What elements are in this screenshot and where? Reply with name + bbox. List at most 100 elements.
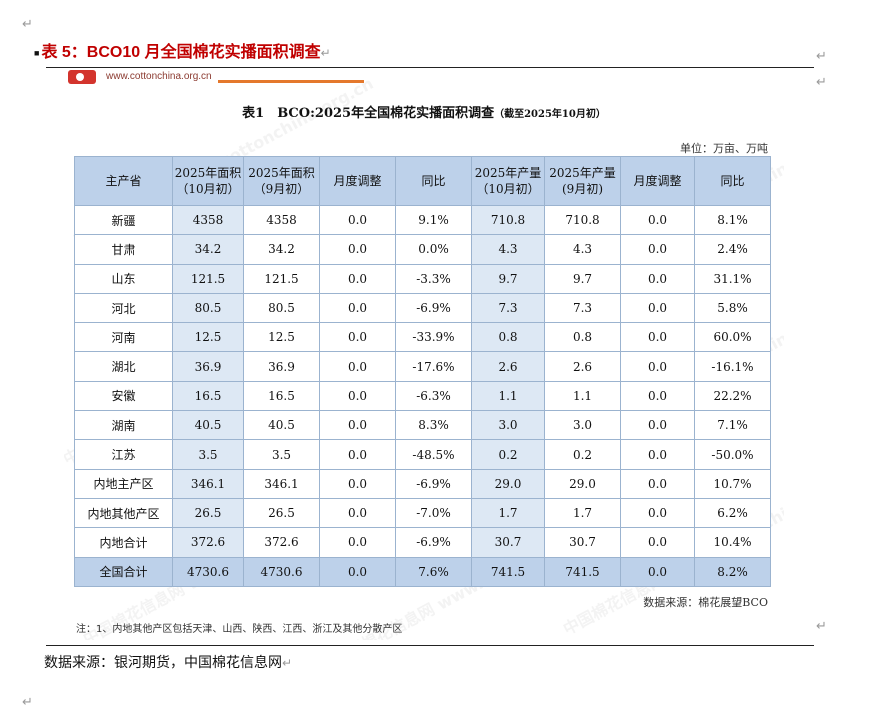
value-cell: 8.3%	[395, 410, 472, 441]
document-source-text: 数据来源：银河期货，中国棉花信息网	[44, 655, 282, 671]
value-cell: 10.7%	[694, 468, 771, 499]
value-cell: 9.7	[544, 263, 621, 294]
value-cell: 34.2	[243, 234, 320, 265]
table-row: 全国合计 4730.6 4730.6 0.0 7.6% 741.5 741.5 0.0 8.2%	[74, 556, 771, 587]
paragraph-mark: ↵	[320, 46, 331, 61]
site-header: www.cottonchina.org.cn	[68, 70, 364, 90]
value-cell: 12.5	[172, 322, 244, 353]
value-cell: 0.0	[620, 556, 695, 587]
value-cell: 26.5	[172, 497, 244, 529]
table-row: 河南 12.5 12.5 0.0 -33.9% 0.8 0.8 0.0 60.0%	[74, 322, 771, 353]
value-cell: 1.7	[544, 497, 621, 529]
value-cell: -7.0%	[395, 497, 472, 529]
paragraph-mark: ↵	[816, 619, 827, 634]
value-cell: 31.1%	[694, 263, 771, 294]
value-cell: 9.7	[471, 263, 545, 294]
bullet-icon: ■	[34, 48, 40, 58]
value-cell: 2.4%	[694, 234, 771, 265]
value-cell: 1.7	[471, 497, 545, 529]
value-cell: 0.0	[620, 204, 695, 236]
region-cell: 湖北	[74, 351, 173, 382]
value-cell: 4358	[172, 204, 244, 236]
region-cell: 全国合计	[74, 556, 173, 587]
value-cell: 29.0	[544, 468, 621, 499]
value-cell: -6.9%	[395, 527, 472, 558]
value-cell: 22.2%	[694, 380, 771, 412]
table-footnote: 注：1、内地其他产区包括天津、山西、陕西、江西、浙江及其他分散产区	[76, 624, 403, 635]
value-cell: 3.0	[544, 410, 621, 441]
paragraph-mark: ↵	[282, 656, 293, 670]
planting-area-table: 主产省 2025年面积（10月初） 2025年面积（9月初） 月度调整 同比 2…	[74, 156, 771, 587]
value-cell: 80.5	[243, 292, 320, 324]
heading-text: 表 5：BCO10 月全国棉花实播面积调查	[41, 44, 321, 62]
table-row: 山东 121.5 121.5 0.0 -3.3% 9.7 9.7 0.0 31.1%	[74, 263, 771, 294]
document-source-line: 数据来源：银河期货，中国棉花信息网↵	[44, 652, 292, 672]
value-cell: 0.0	[620, 439, 695, 470]
value-cell: 0.0	[319, 410, 396, 441]
unit-note: 单位：万亩、万吨	[680, 142, 768, 155]
value-cell: 30.7	[544, 527, 621, 558]
value-cell: 0.0	[620, 410, 695, 441]
value-cell: -6.9%	[395, 468, 472, 499]
value-cell: -17.6%	[395, 351, 472, 382]
value-cell: 0.2	[471, 439, 545, 470]
region-cell: 河南	[74, 322, 173, 353]
paragraph-mark: ↵	[22, 17, 33, 32]
value-cell: 3.5	[243, 439, 320, 470]
table-row: 河北 80.5 80.5 0.0 -6.9% 7.3 7.3 0.0 5.8%	[74, 292, 771, 324]
value-cell: 3.5	[172, 439, 244, 470]
value-cell: 4.3	[544, 234, 621, 265]
column-header: 2025年产量(9月初)	[544, 156, 621, 206]
value-cell: 7.1%	[694, 410, 771, 441]
value-cell: 1.1	[544, 380, 621, 412]
value-cell: 36.9	[243, 351, 320, 382]
value-cell: 0.0%	[395, 234, 472, 265]
table-row: 新疆 4358 4358 0.0 9.1% 710.8 710.8 0.0 8.1%	[74, 204, 771, 236]
region-cell: 河北	[74, 292, 173, 324]
value-cell: 10.4%	[694, 527, 771, 558]
value-cell: 710.8	[544, 204, 621, 236]
value-cell: 0.0	[319, 292, 396, 324]
value-cell: -6.9%	[395, 292, 472, 324]
value-cell: 40.5	[243, 410, 320, 441]
table-header-row: 主产省 2025年面积（10月初） 2025年面积（9月初） 月度调整 同比 2…	[74, 156, 771, 206]
column-header: 主产省	[74, 156, 173, 206]
value-cell: 0.0	[620, 351, 695, 382]
region-cell: 山东	[74, 263, 173, 294]
value-cell: -33.9%	[395, 322, 472, 353]
figure-source-note: 数据来源：棉花展望BCO	[643, 596, 768, 609]
value-cell: 0.0	[319, 322, 396, 353]
table-row: 内地主产区 346.1 346.1 0.0 -6.9% 29.0 29.0 0.0 10.7%	[74, 468, 771, 499]
column-header: 同比	[694, 156, 771, 206]
value-cell: 0.0	[620, 322, 695, 353]
value-cell: 0.0	[319, 439, 396, 470]
value-cell: 16.5	[172, 380, 244, 412]
table-title-main: 表1 BCO:2025年全国棉花实播面积调查	[242, 106, 495, 121]
table-body: 新疆 4358 4358 0.0 9.1% 710.8 710.8 0.0 8.1% 甘肃 34.2…	[74, 204, 771, 587]
value-cell: 0.2	[544, 439, 621, 470]
table-figure: www.cottonchina.org.cn 中国棉花信息网 www.cotto…	[64, 68, 784, 640]
value-cell: 2.6	[471, 351, 545, 382]
column-header: 月度调整	[319, 156, 396, 206]
value-cell: 741.5	[544, 556, 621, 587]
value-cell: 0.0	[319, 380, 396, 412]
value-cell: 60.0%	[694, 322, 771, 353]
value-cell: 0.0	[319, 527, 396, 558]
value-cell: 2.6	[544, 351, 621, 382]
table-title-sub: （截至2025年10月初）	[494, 109, 606, 120]
value-cell: 372.6	[172, 527, 244, 558]
value-cell: 346.1	[243, 468, 320, 499]
value-cell: 741.5	[471, 556, 545, 587]
value-cell: -3.3%	[395, 263, 472, 294]
value-cell: 3.0	[471, 410, 545, 441]
value-cell: 0.8	[544, 322, 621, 353]
value-cell: 0.0	[319, 234, 396, 265]
value-cell: 372.6	[243, 527, 320, 558]
region-cell: 安徽	[74, 380, 173, 412]
value-cell: 0.0	[620, 497, 695, 529]
value-cell: -50.0%	[694, 439, 771, 470]
value-cell: 4730.6	[172, 556, 244, 587]
table-title: 表1 BCO:2025年全国棉花实播面积调查（截至2025年10月初）	[64, 102, 784, 121]
value-cell: 4730.6	[243, 556, 320, 587]
table-row: 内地合计 372.6 372.6 0.0 -6.9% 30.7 30.7 0.0 10.4%	[74, 527, 771, 558]
